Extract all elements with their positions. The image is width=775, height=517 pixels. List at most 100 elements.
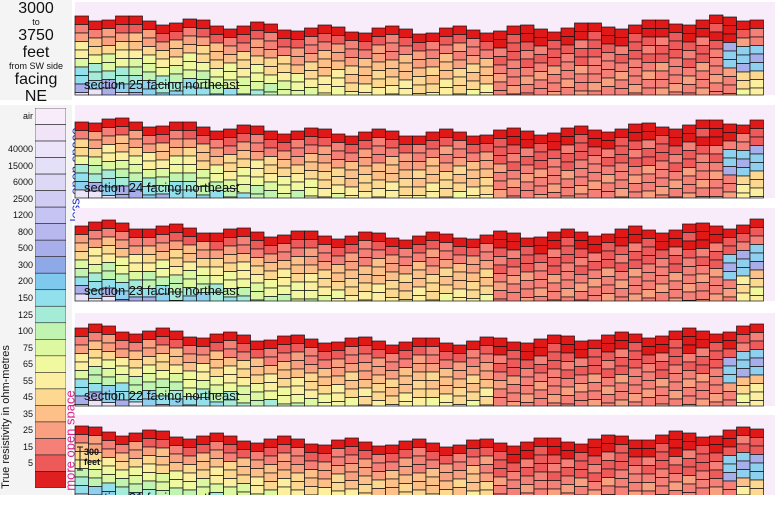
- resistivity-cell: [223, 469, 238, 479]
- resistivity-cell: [749, 445, 764, 455]
- resistivity-cell: [425, 476, 440, 486]
- resistivity-cell: [250, 248, 265, 258]
- resistivity-cell: [263, 356, 278, 366]
- resistivity-cell: [115, 239, 130, 249]
- resistivity-cell: [587, 244, 602, 254]
- resistivity-cell: [601, 250, 616, 260]
- resistivity-cell: [628, 376, 643, 386]
- resistivity-cell: [614, 228, 629, 238]
- resistivity-cell: [709, 333, 724, 343]
- resistivity-cell: [668, 83, 683, 93]
- resistivity-cell: [250, 349, 265, 359]
- resistivity-cell: [331, 264, 346, 274]
- resistivity-cell: [331, 456, 346, 466]
- resistivity-cell: [88, 435, 103, 445]
- resistivity-cell: [263, 472, 278, 482]
- resistivity-cell: [533, 488, 548, 495]
- resistivity-cell: [668, 40, 683, 50]
- resistivity-cell: [695, 45, 710, 55]
- resistivity-cell: [722, 271, 737, 281]
- resistivity-cell: [344, 454, 359, 464]
- resistivity-cell: [317, 444, 332, 454]
- resistivity-cell: [574, 151, 589, 161]
- resistivity-cell: [614, 382, 629, 392]
- resistivity-cell: [371, 479, 386, 489]
- resistivity-cell: [641, 238, 656, 248]
- resistivity-cell: [641, 297, 656, 302]
- resistivity-cell: [398, 282, 413, 292]
- resistivity-cell: [101, 448, 116, 458]
- resistivity-cell: [358, 131, 373, 141]
- resistivity-cell: [128, 121, 143, 131]
- resistivity-cell: [209, 93, 224, 96]
- resistivity-cell: [506, 350, 521, 360]
- resistivity-cell: [209, 333, 224, 343]
- resistivity-cell: [587, 138, 602, 148]
- resistivity-cell: [101, 270, 116, 280]
- resistivity-cell: [709, 384, 724, 394]
- resistivity-cell: [749, 286, 764, 296]
- resistivity-cell: [682, 353, 697, 363]
- resistivity-cell: [209, 68, 224, 78]
- resistivity-cell: [493, 155, 508, 165]
- resistivity-cell: [695, 222, 710, 232]
- resistivity-cell: [533, 37, 548, 47]
- resistivity-cell: [682, 344, 697, 354]
- resistivity-cell: [290, 190, 305, 199]
- resistivity-cell: [439, 455, 454, 465]
- resistivity-cell: [88, 54, 103, 64]
- resistivity-cell: [412, 186, 427, 196]
- resistivity-cell: [182, 253, 197, 263]
- resistivity-cell: [250, 81, 265, 91]
- resistivity-cell: [425, 468, 440, 478]
- resistivity-cell: [601, 284, 616, 294]
- legend-tick-label: 40000: [7, 144, 33, 155]
- resistivity-cell: [250, 291, 265, 301]
- resistivity-cell: [493, 476, 508, 486]
- resistivity-cell: [493, 146, 508, 156]
- resistivity-cell: [736, 54, 751, 64]
- resistivity-cell: [736, 402, 751, 407]
- resistivity-cell: [169, 470, 184, 480]
- resistivity-cell: [385, 68, 400, 78]
- resistivity-cell: [547, 368, 562, 378]
- resistivity-cell: [614, 45, 629, 55]
- resistivity-cell: [574, 349, 589, 359]
- resistivity-cell: [668, 145, 683, 155]
- resistivity-cell: [533, 54, 548, 64]
- resistivity-cell: [115, 66, 130, 76]
- resistivity-cell: [142, 169, 157, 179]
- resistivity-cell: [493, 256, 508, 266]
- resistivity-cell: [655, 241, 670, 251]
- resistivity-cell: [115, 461, 130, 471]
- resistivity-cell: [371, 488, 386, 495]
- resistivity-cell: [479, 143, 494, 153]
- resistivity-cell: [722, 166, 737, 176]
- resistivity-cell: [263, 156, 278, 166]
- resistivity-cell: [709, 82, 724, 92]
- resistivity-cell: [182, 35, 197, 45]
- resistivity-cell: [142, 143, 157, 153]
- resistivity-cell: [304, 355, 319, 365]
- resistivity-cell: [709, 342, 724, 352]
- resistivity-cell: [668, 330, 683, 340]
- resistivity-cell: [331, 439, 346, 449]
- resistivity-cell: [344, 65, 359, 75]
- resistivity-cell: [398, 186, 413, 196]
- resistivity-cell: [506, 161, 521, 171]
- resistivity-cell: [425, 83, 440, 93]
- resistivity-cell: [668, 188, 683, 198]
- resistivity-cell: [547, 282, 562, 292]
- resistivity-cell: [506, 341, 521, 351]
- resistivity-cell: [655, 468, 670, 478]
- resistivity-cell: [439, 53, 454, 63]
- resistivity-cell: [331, 142, 346, 152]
- resistivity-cell: [74, 327, 89, 337]
- resistivity-cell: [493, 451, 508, 461]
- resistivity-cell: [506, 178, 521, 188]
- resistivity-cell: [628, 225, 643, 235]
- resistivity-cell: [250, 193, 265, 199]
- resistivity-cell: [304, 187, 319, 197]
- resistivity-cell: [344, 480, 359, 490]
- resistivity-cell: [587, 146, 602, 156]
